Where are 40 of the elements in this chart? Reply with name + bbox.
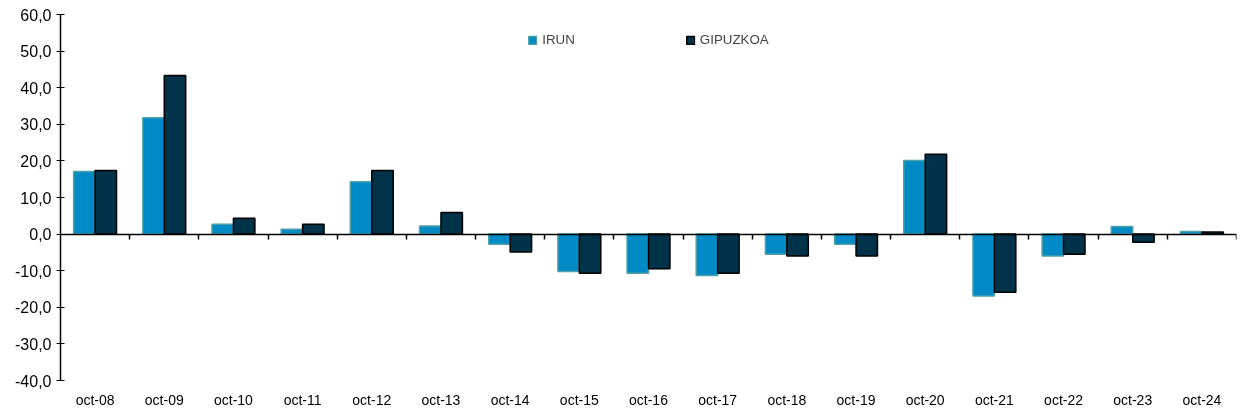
x-tick-label: oct-10 xyxy=(213,391,254,408)
bar xyxy=(142,116,166,235)
legend-label: GIPUZKOA xyxy=(699,32,769,47)
bar xyxy=(695,233,719,277)
bar xyxy=(211,223,235,235)
y-tick-label: 10,0 xyxy=(20,189,52,207)
x-tick-label: oct-17 xyxy=(698,391,738,408)
bar xyxy=(626,233,650,275)
x-tick-label: oct-24 xyxy=(1182,391,1222,408)
bar xyxy=(72,170,96,235)
y-tick-label: -40,0 xyxy=(15,372,52,390)
bar xyxy=(349,181,373,235)
y-tick-label: 60,0 xyxy=(20,6,52,24)
bar xyxy=(972,233,996,297)
bar xyxy=(1041,233,1065,257)
x-tick-label: oct-09 xyxy=(144,391,184,408)
y-tick-label: 20,0 xyxy=(20,152,52,170)
x-tick-label: oct-12 xyxy=(352,391,392,408)
x-tick-label: oct-22 xyxy=(1044,391,1084,408)
legend-label: IRUN xyxy=(542,32,575,47)
x-tick-label: oct-19 xyxy=(836,391,876,408)
x-tick-label: oct-18 xyxy=(767,391,807,408)
y-tick-label: 40,0 xyxy=(20,79,52,97)
bar xyxy=(903,159,926,235)
y-tick-label: -10,0 xyxy=(15,262,52,280)
x-tick-label: oct-15 xyxy=(559,391,599,408)
x-tick-label: oct-16 xyxy=(629,391,669,408)
x-tick-label: oct-13 xyxy=(421,391,461,408)
y-tick-label: 0,0 xyxy=(29,226,52,244)
x-tick-label: oct-21 xyxy=(974,391,1015,408)
x-tick-label: oct-23 xyxy=(1113,391,1153,408)
x-tick-label: oct-11 xyxy=(283,391,322,408)
bar xyxy=(557,233,581,273)
y-tick-label: 50,0 xyxy=(20,43,52,61)
x-tick-label: oct-14 xyxy=(490,391,530,408)
y-tick-label: -30,0 xyxy=(15,335,52,353)
y-tick-label: 30,0 xyxy=(20,116,52,134)
x-tick-label: oct-08 xyxy=(75,391,115,408)
x-tick-label: oct-20 xyxy=(905,391,945,408)
y-tick-label: -20,0 xyxy=(15,299,52,317)
